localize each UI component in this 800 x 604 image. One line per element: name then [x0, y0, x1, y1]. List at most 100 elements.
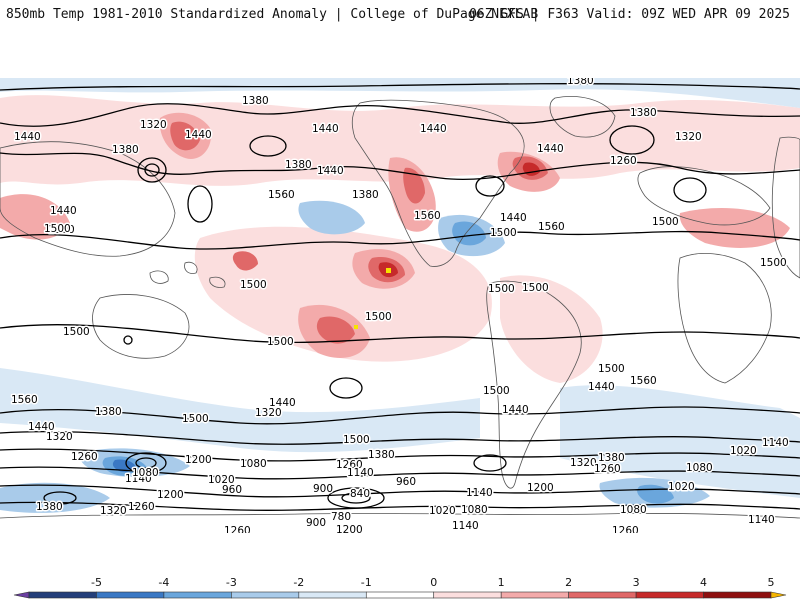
- cold-anomaly-area: [560, 385, 800, 498]
- cold-anomaly-area: [0, 482, 110, 513]
- contour-label: 1320: [100, 505, 127, 517]
- anomaly-map: 1320 1320 1320 1320 1320 1320 1320 1380 …: [0, 78, 800, 533]
- contour-label: 1140: [125, 473, 152, 485]
- colorbar-tick-label: 4: [700, 576, 707, 589]
- contour-label: 1200: [336, 524, 363, 533]
- contour-label: 1560: [11, 394, 38, 406]
- contour-label: 1500: [44, 223, 71, 235]
- contour-label: 1380: [352, 189, 379, 201]
- contour-label: 1320: [46, 431, 73, 443]
- contour-line: [0, 83, 800, 91]
- contour-label: 1500: [490, 227, 517, 239]
- contour-label: 1320: [255, 407, 282, 419]
- contour-label: 1380: [285, 159, 312, 171]
- contour-label: 1200: [527, 482, 554, 494]
- contour-label: 1560: [268, 189, 295, 201]
- coastline-australia: [92, 294, 190, 359]
- contour-label: 1080: [686, 462, 713, 474]
- colorbar-tick-label: 3: [633, 576, 640, 589]
- contour-label: 1320: [520, 78, 547, 79]
- contour-label: 1260: [224, 525, 251, 533]
- colorbar-tick-label: 5: [768, 576, 775, 589]
- contour-label: 1080: [620, 504, 647, 516]
- contour-label: 1500: [182, 413, 209, 425]
- model-run-info: 06Z GFS | F363 Valid: 09Z WED APR 09 202…: [469, 7, 790, 22]
- contour-line: [0, 430, 800, 445]
- coastline-asia: [0, 141, 176, 257]
- warm-anomaly-area: [679, 208, 790, 248]
- map-svg: 1320 1320 1320 1320 1320 1320 1320 1380 …: [0, 78, 800, 533]
- contour-line: [144, 163, 160, 177]
- contour-line: [249, 135, 287, 157]
- contour-label: 1140: [347, 467, 374, 479]
- contour-line: [43, 491, 77, 505]
- contour-label: 1200: [157, 489, 184, 501]
- contour-label: 1500: [760, 257, 787, 269]
- contour-line: [0, 448, 800, 462]
- contour-label: 1380: [567, 78, 594, 87]
- contour-line: [0, 466, 800, 480]
- contour-label: 1380: [36, 501, 63, 513]
- contour-labels: 1320 1320 1320 1320 1320 1320 1320 1380 …: [10, 78, 791, 533]
- contour-label: 1080: [132, 467, 159, 479]
- contour-line: [187, 185, 213, 223]
- coastline-europe: [637, 166, 771, 226]
- contour-label: 780: [331, 511, 351, 523]
- cold-anomaly-area: [0, 78, 800, 108]
- contour-label: 1020: [668, 481, 695, 493]
- colorbar-tick-label: -1: [361, 576, 372, 589]
- colorbar-tick-label: -4: [158, 576, 169, 589]
- coastline-south-america: [486, 280, 582, 489]
- header: 850mb Temp 1981-2010 Standardized Anomal…: [0, 0, 800, 30]
- contour-label: 1320: [675, 131, 702, 143]
- contour-line: [327, 487, 385, 509]
- coastline-islands: [149, 261, 226, 288]
- contour-label: 1560: [414, 210, 441, 222]
- contour-line: [329, 377, 363, 399]
- contour-label: 1320: [570, 457, 597, 469]
- contour-label: 1440: [500, 212, 527, 224]
- colorbar-segment: [568, 591, 637, 599]
- colorbar-tick-label: -5: [91, 576, 102, 589]
- colorbar-max-arrow: [770, 591, 787, 599]
- contour-label: 1440: [50, 205, 77, 217]
- contour-line: [473, 454, 507, 472]
- contour-line: [475, 175, 505, 197]
- colorbar-segment: [433, 591, 502, 599]
- warm-anomaly-area: [170, 121, 200, 151]
- contour-label: 1380: [598, 452, 625, 464]
- colorbar-tick-label: -3: [226, 576, 237, 589]
- contour-line: [135, 457, 157, 469]
- height-contours: [0, 83, 800, 511]
- contour-line: [0, 501, 800, 511]
- colorbar-segment: [96, 591, 165, 599]
- contour-line: [341, 492, 371, 504]
- colorbar-segment: [163, 591, 232, 599]
- contour-line: [609, 125, 655, 155]
- contour-label: 1260: [128, 501, 155, 513]
- contour-label: 1380: [242, 95, 269, 107]
- contour-label: 1380: [112, 144, 139, 156]
- contour-label: 1140: [748, 514, 775, 526]
- contour-label: 1260: [612, 525, 639, 533]
- warm-anomaly-area: [403, 167, 425, 204]
- map-title: 850mb Temp 1981-2010 Standardized Anomal…: [6, 7, 539, 22]
- max-anomaly-spot: [354, 325, 358, 329]
- colorbar-segment: [28, 591, 97, 599]
- coastlines: [0, 96, 800, 519]
- colorbar-segment: [635, 591, 704, 599]
- contour-label: 1380: [95, 406, 122, 418]
- coastline-north-america: [351, 99, 525, 267]
- colorbar-tick-label: 1: [498, 576, 505, 589]
- colorbar-segment: [298, 591, 367, 599]
- contour-label: 1560: [538, 221, 565, 233]
- contour-label: 900: [306, 517, 326, 529]
- contour-label: 1080: [240, 458, 267, 470]
- colorbar-tick-label: 0: [430, 576, 437, 589]
- contour-label: 1440: [269, 397, 296, 409]
- contour-line: [0, 484, 800, 498]
- contour-label: 960: [222, 484, 242, 496]
- coastline-greenland: [549, 96, 616, 138]
- contour-label: 1500: [365, 311, 392, 323]
- coastline-asia-east: [771, 136, 800, 279]
